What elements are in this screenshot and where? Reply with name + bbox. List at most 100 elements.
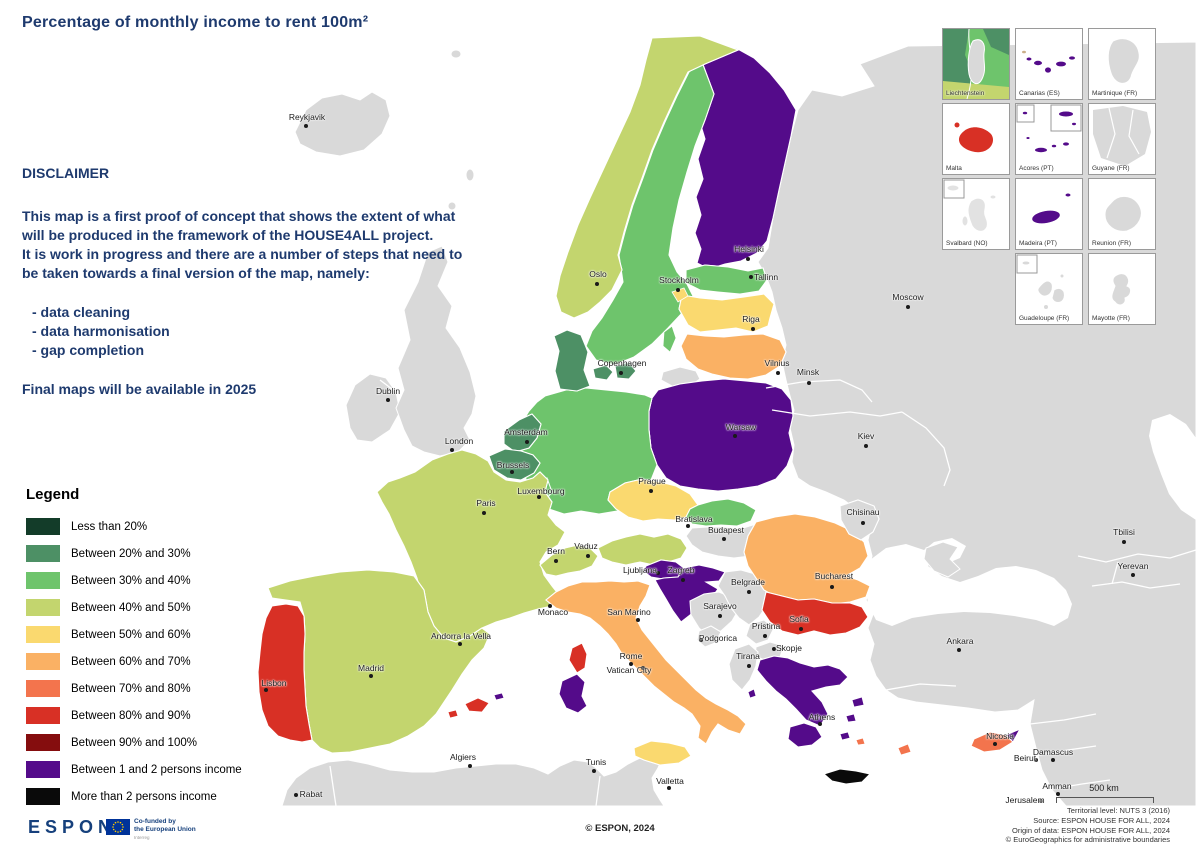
legend-swatch-c5 [26, 626, 60, 643]
inset-label: Malta [946, 165, 962, 172]
disclaimer-block: DISCLAIMER This map is a first proof of … [22, 164, 472, 399]
legend-swatch-c11 [26, 788, 60, 805]
bullet-gap-completion: - gap completion [32, 342, 144, 359]
scale-label: 500 km [1089, 783, 1119, 793]
eu-cofunded-line1: Co-funded by [134, 818, 176, 825]
legend-label: Between 30% and 40% [71, 574, 191, 587]
attribution-block: Territorial level: NUTS 3 (2016) Source: … [1006, 806, 1170, 845]
inset-reunion: Reunion (FR) [1088, 178, 1156, 250]
island-ibiza [447, 709, 459, 719]
disclaimer-heading: DISCLAIMER [22, 165, 110, 181]
legend-label: Between 50% and 60% [71, 628, 191, 641]
denmark-zealand [614, 361, 637, 380]
eu-cofunded-label: Co-funded by the European Union Interreg [134, 818, 196, 841]
inset-svalbard: Svalbard (NO) [942, 178, 1010, 250]
legend-item: Between 20% and 30% [26, 540, 242, 567]
caspian-sea [1149, 414, 1196, 520]
legend-swatch-c2 [26, 545, 60, 562]
legend-label: Between 40% and 50% [71, 601, 191, 614]
espon-logo: ESPON [28, 817, 117, 837]
island-chios [845, 713, 857, 723]
inset-label: Guyane (FR) [1092, 165, 1130, 172]
island-cyclades1 [839, 731, 851, 741]
legend: Legend Less than 20% Between 20% and 30% B… [26, 486, 242, 810]
eu-sub-label: Interreg [134, 835, 150, 841]
island-lesbos [851, 696, 865, 708]
legend-swatch-c8 [26, 707, 60, 724]
inset-canarias: Canarias (ES) [1015, 28, 1083, 100]
island-menorca [493, 692, 505, 701]
legend-item: Between 40% and 50% [26, 594, 242, 621]
legend-heading: Legend [26, 486, 80, 503]
attribution-line: Territorial level: NUTS 3 (2016) [1067, 806, 1170, 815]
disclaimer-bullets: - data cleaning - data harmonisation - g… [22, 303, 472, 360]
disclaimer-footnote: Final maps will be available in 2025 [22, 381, 257, 398]
legend-swatch-c10 [26, 761, 60, 778]
inset-label: Mayotte (FR) [1092, 315, 1130, 322]
legend-item: Between 90% and 100% [26, 729, 242, 756]
attribution-line: Source: ESPON HOUSE FOR ALL, 2024 [1033, 815, 1170, 825]
inset-label: Svalbard (NO) [946, 240, 988, 247]
no-data-landmass [281, 41, 1197, 807]
legend-swatch-c9 [26, 734, 60, 751]
inset-label: Guadeloupe (FR) [1019, 315, 1070, 322]
legend-item: Between 70% and 80% [26, 675, 242, 702]
bullet-data-cleaning: - data cleaning [32, 304, 131, 321]
inset-label: Madeira (PT) [1019, 240, 1057, 247]
inset-liechtenstein: Liechtenstein [942, 28, 1010, 100]
legend-label: Less than 20% [71, 520, 148, 533]
orkney [447, 201, 457, 211]
inset-label: Canarias (ES) [1019, 90, 1060, 97]
inset-label: Reunion (FR) [1092, 240, 1132, 247]
country-bosnia [689, 591, 740, 638]
faroe-islands [450, 49, 462, 59]
inset-martinique: Martinique (FR) [1088, 28, 1156, 100]
legend-swatch-c1 [26, 518, 60, 535]
inset-malta: Malta [942, 103, 1010, 175]
shetland [465, 168, 475, 182]
inset-guadeloupe: Guadeloupe (FR) [1015, 253, 1083, 325]
legend-label: Between 70% and 80% [71, 682, 191, 695]
legend-label: Between 60% and 70% [71, 655, 191, 668]
legend-item: Less than 20% [26, 513, 242, 540]
legend-swatch-c4 [26, 599, 60, 616]
country-montenegro [696, 625, 722, 648]
inset-label: Acores (PT) [1019, 165, 1054, 172]
legend-label: Between 20% and 30% [71, 547, 191, 560]
island-gotland [662, 325, 677, 353]
disclaimer-paragraph-2: It is work in progress and there are a n… [22, 246, 463, 282]
legend-label: Between 1 and 2 persons income [71, 763, 242, 776]
black-sea [866, 538, 1072, 626]
legend-items: Less than 20% Between 20% and 30% Between … [26, 513, 242, 810]
legend-swatch-c7 [26, 680, 60, 697]
france-corsica [568, 642, 588, 674]
legend-swatch-c3 [26, 572, 60, 589]
island-cyclades2 [855, 737, 866, 746]
island-rhodes [897, 743, 912, 756]
denmark-funen [592, 364, 614, 381]
island-corfu [747, 688, 757, 699]
eu-flag-icon [106, 819, 130, 835]
page-title: Percentage of monthly income to rent 100… [22, 14, 369, 31]
legend-label: Between 90% and 100% [71, 736, 197, 749]
country-cyprus [970, 731, 1014, 753]
no-data-borders [329, 379, 1197, 807]
legend-label: More than 2 persons income [71, 790, 217, 803]
legend-swatch-c6 [26, 653, 60, 670]
inset-label: Liechtenstein [946, 90, 985, 97]
attribution-line: Origin of data: ESPON HOUSE FOR ALL, 202… [1012, 825, 1170, 835]
country-albania [728, 643, 759, 691]
island-mallorca [464, 697, 490, 713]
iceland [294, 91, 391, 157]
cyprus-northeast-tip [1005, 727, 1022, 743]
north-africa [281, 753, 665, 807]
inset-madeira: Madeira (PT) [1015, 178, 1083, 250]
inset-label: Martinique (FR) [1092, 90, 1138, 97]
legend-item: Between 50% and 60% [26, 621, 242, 648]
country-kosovo [745, 619, 775, 645]
legend-item: Between 80% and 90% [26, 702, 242, 729]
eu-cofunded-line2: the European Union [134, 826, 196, 834]
crimea [923, 541, 961, 578]
